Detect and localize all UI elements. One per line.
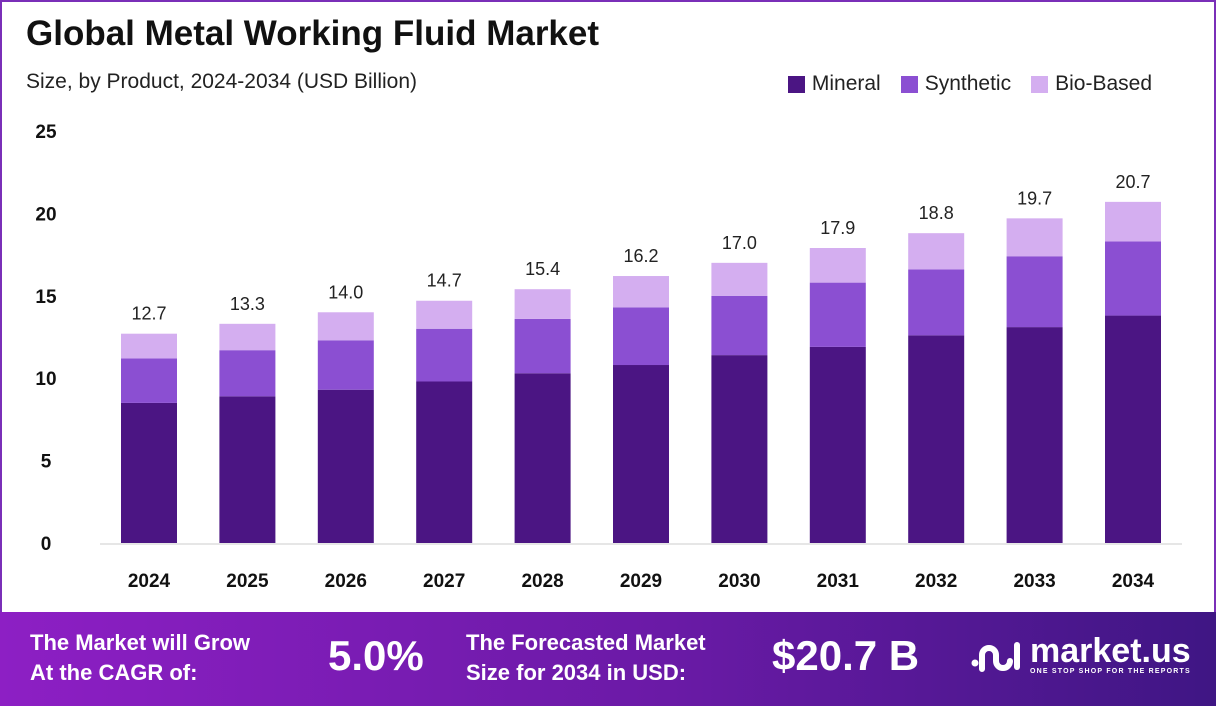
bar-bio-based-2027 (416, 300, 473, 329)
legend-swatch-synthetic (900, 75, 918, 93)
bar-synthetic-2028 (514, 318, 571, 374)
bar-mineral-2026 (317, 389, 374, 543)
brand-name: market.us (1030, 632, 1191, 670)
total-label-2030: 17.0 (722, 233, 757, 253)
bar-bio-based-2024 (121, 333, 177, 359)
bar-synthetic-2030 (711, 295, 768, 356)
bar-mineral-2028 (514, 373, 571, 543)
bar-bio-based-2032 (908, 233, 965, 270)
legend-item-synthetic: Synthetic (900, 72, 1012, 96)
bar-mineral-2034 (1105, 315, 1161, 543)
x-tick-label: 2026 (325, 571, 367, 592)
legend-swatch-bio-based (1031, 75, 1049, 93)
x-tick-label: 2031 (817, 571, 860, 592)
forecast-label-line: The Forecasted Market (466, 630, 706, 655)
total-label-2025: 13.3 (230, 294, 265, 314)
y-tick-label: 25 (35, 122, 57, 143)
legend-swatch-mineral (787, 75, 805, 93)
bar-synthetic-2025 (219, 350, 276, 397)
x-tick-label: 2024 (128, 571, 171, 592)
bar-bio-based-2028 (514, 289, 571, 319)
legend-item-bio-based: Bio-Based (1031, 72, 1152, 96)
x-tick-label: 2034 (1112, 571, 1155, 592)
total-label-2034: 20.7 (1115, 172, 1150, 192)
x-tick-label: 2029 (620, 571, 662, 592)
x-tick-label: 2025 (226, 571, 269, 592)
brand-logo: market.us ONE STOP SHOP FOR THE REPORTS (970, 634, 1191, 675)
bar-synthetic-2032 (908, 269, 965, 336)
bar-bio-based-2030 (711, 262, 768, 296)
total-label-2029: 16.2 (623, 246, 658, 266)
forecast-label: The Forecasted Market Size for 2034 in U… (466, 628, 706, 688)
bar-mineral-2032 (908, 335, 965, 543)
bar-mineral-2029 (613, 365, 669, 543)
cagr-label-line: At the CAGR of: (30, 660, 198, 685)
y-tick-label: 20 (35, 204, 56, 225)
bar-synthetic-2024 (121, 358, 177, 403)
bar-bio-based-2031 (809, 248, 866, 283)
x-tick-label: 2033 (1013, 571, 1055, 592)
bar-mineral-2025 (219, 396, 276, 543)
x-tick-label: 2027 (423, 571, 465, 592)
cagr-value: 5.0% (328, 632, 424, 679)
chart-title: Global Metal Working Fluid Market (26, 14, 600, 53)
bar-mineral-2024 (121, 402, 177, 543)
total-label-2027: 14.7 (427, 271, 462, 291)
x-tick-label: 2030 (718, 571, 760, 592)
bar-bio-based-2026 (317, 312, 374, 341)
bar-mineral-2031 (809, 346, 866, 543)
forecast-label-line: Size for 2034 in USD: (466, 660, 687, 685)
legend-label: Bio-Based (1055, 72, 1152, 95)
cagr-label: The Market will Grow At the CAGR of: (30, 628, 250, 688)
bar-synthetic-2033 (1006, 256, 1063, 328)
x-tick-label: 2028 (521, 571, 563, 592)
bar-synthetic-2026 (317, 340, 374, 390)
footer-banner: The Market will Grow At the CAGR of: 5.0… (0, 612, 1216, 706)
bar-bio-based-2025 (219, 323, 276, 351)
bar-synthetic-2029 (613, 307, 669, 366)
total-label-2026: 14.0 (328, 282, 363, 302)
market-us-logo-icon (971, 641, 1020, 672)
bar-synthetic-2031 (809, 282, 866, 347)
bar-mineral-2033 (1006, 327, 1063, 543)
chart-plot: 051015202512.7202413.3202514.0202614.720… (35, 122, 1182, 592)
bar-mineral-2030 (711, 355, 768, 543)
total-label-2032: 18.8 (919, 203, 954, 223)
total-label-2033: 19.7 (1017, 188, 1052, 208)
total-label-2024: 12.7 (131, 304, 166, 324)
legend-item-mineral: Mineral (787, 72, 881, 96)
brand-tagline: ONE STOP SHOP FOR THE REPORTS (1030, 668, 1191, 675)
x-tick-label: 2032 (915, 571, 957, 592)
y-tick-label: 0 (41, 534, 52, 555)
cagr-label-line: The Market will Grow (30, 630, 251, 655)
legend-label: Mineral (811, 72, 881, 95)
bar-synthetic-2027 (416, 328, 473, 382)
bar-synthetic-2034 (1105, 241, 1161, 316)
total-label-2028: 15.4 (525, 259, 560, 279)
bar-mineral-2027 (416, 381, 473, 543)
bar-bio-based-2034 (1105, 201, 1161, 242)
bar-bio-based-2033 (1006, 218, 1063, 257)
legend: Mineral Synthetic Bio-Based (787, 72, 1152, 96)
total-label-2031: 17.9 (820, 218, 855, 238)
forecast-value: $20.7 B (772, 632, 920, 679)
chart-subtitle: Size, by Product, 2024-2034 (USD Billion… (26, 70, 418, 93)
y-tick-label: 10 (35, 369, 56, 390)
y-tick-label: 15 (35, 287, 57, 308)
legend-label: Synthetic (924, 72, 1012, 95)
y-tick-label: 5 (41, 452, 52, 473)
bar-bio-based-2029 (613, 276, 669, 308)
